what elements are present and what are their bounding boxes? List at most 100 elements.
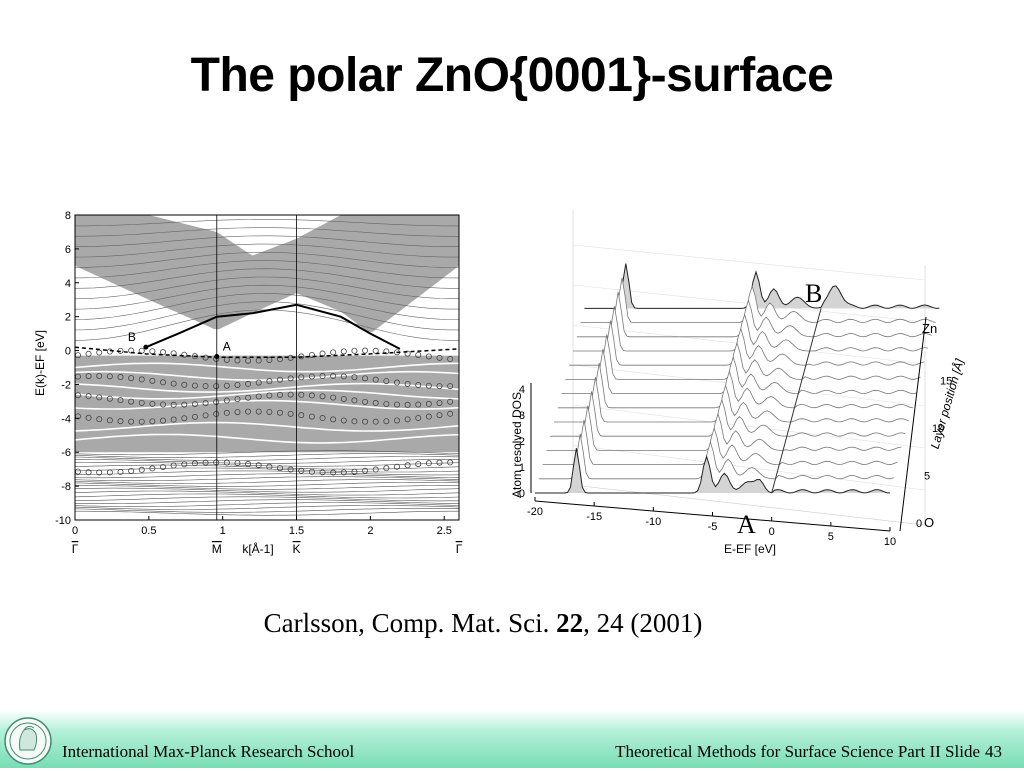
calc-circle: [106, 373, 113, 380]
calc-circle: [276, 409, 283, 416]
calc-circle: [202, 459, 209, 466]
valence-gap-line: [75, 389, 459, 400]
calc-circle: [436, 412, 443, 419]
band-structure-chart: E(k)-EF [eV] B A -10 -8 -6 -4 -2 0 2 4 6 8 0 0.5 1 1.5 2…: [33, 210, 463, 556]
calc-circle: [138, 466, 145, 473]
calc-circle: [149, 377, 156, 384]
band-line: [75, 505, 459, 510]
calc-circle: [362, 398, 369, 405]
calc-circle: [298, 374, 305, 381]
calc-circle: [117, 374, 124, 381]
calc-circle: [330, 349, 337, 356]
dos-layer-curve: [554, 377, 910, 423]
calc-circle: [298, 391, 305, 398]
dos-layer-curve: [546, 405, 902, 451]
calc-circle: [372, 347, 379, 354]
conduction-band-region: [75, 215, 459, 332]
dos-layer-curve: [580, 277, 936, 324]
calc-circle: [351, 374, 358, 381]
calc-circle: [351, 347, 358, 354]
calc-circle: [404, 350, 411, 357]
band-line: [75, 473, 459, 479]
footer-school-name: International Max-Planck Research School: [62, 742, 355, 761]
calc-circle: [149, 418, 156, 425]
calc-circle: [340, 348, 347, 355]
calc-circle: [415, 414, 422, 421]
calc-circle: [85, 350, 92, 357]
x-axis-label: E-EF [eV]: [724, 542, 776, 556]
calc-circle: [340, 373, 347, 380]
dos-layer-curve: [538, 433, 894, 480]
x-tick-label: -10: [645, 516, 661, 528]
calc-circle: [213, 411, 220, 418]
calc-circle: [393, 379, 400, 386]
calc-circle: [287, 391, 294, 398]
calc-circle: [308, 468, 315, 475]
y-tick-label: 0: [519, 488, 525, 500]
calc-circle: [245, 408, 252, 415]
band-line: [75, 453, 459, 458]
annotation-label-B: B: [128, 330, 136, 344]
calc-circle: [96, 416, 103, 423]
calc-circle: [393, 417, 400, 424]
y-tick-label: 2: [519, 436, 525, 448]
calc-circle: [170, 416, 177, 423]
calc-circle: [266, 463, 273, 470]
calc-circle: [202, 412, 209, 419]
citation-volume: 22: [556, 608, 584, 638]
calc-circle: [447, 398, 454, 405]
calc-circle: [245, 394, 252, 401]
y-tick-label: -2: [61, 379, 71, 391]
calc-circle: [106, 395, 113, 402]
calc-circle: [85, 373, 92, 380]
grid-line: [572, 444, 926, 491]
calc-circle: [255, 393, 262, 400]
calc-circle: [213, 459, 220, 466]
calc-circle: [340, 417, 347, 424]
fermi-plane-line: [771, 308, 822, 494]
calc-circle: [149, 348, 156, 355]
calc-circle: [191, 382, 198, 389]
y-tick-label: 0: [65, 346, 71, 358]
calc-circle: [436, 354, 443, 361]
calc-circle: [160, 349, 167, 356]
x-tick-label: 5: [828, 531, 834, 543]
citation: Carlsson, Comp. Mat. Sci. 22, 24 (2001): [0, 608, 966, 639]
calc-circle: [425, 382, 432, 389]
x-tick-label: 1: [220, 525, 226, 537]
dos-layer-curve: [569, 320, 925, 366]
calc-circle: [170, 462, 177, 469]
valence-gap-line: [75, 362, 459, 373]
annotation-label-A: A: [223, 339, 231, 353]
symmetry-point-label: K: [293, 542, 301, 556]
calc-circle: [276, 376, 283, 383]
calc-circle: [96, 349, 103, 356]
band-line: [75, 510, 459, 516]
dos-3d-figure: -20 -15 -10 -5 0 5 10 0 1 2 3 4 0 5 10 15 O Zn A B Atom res…: [505, 205, 967, 570]
calc-circle: [255, 379, 262, 386]
calc-circle: [255, 408, 262, 415]
band-line: [75, 502, 459, 507]
dos-layer-curve: [573, 306, 929, 352]
calc-circle: [393, 401, 400, 408]
x-tick-label: 1.5: [289, 525, 304, 537]
z-axis-line: [899, 316, 927, 532]
calc-circle: [234, 381, 241, 388]
y-tick-label: 4: [65, 278, 71, 290]
calc-circle: [351, 397, 358, 404]
calc-circle: [223, 459, 230, 466]
z-tick-label: 15: [940, 376, 952, 388]
dos-layer-curve: [561, 348, 917, 395]
x-tick-label: 0.5: [141, 525, 156, 537]
y-tick-label: 3: [519, 410, 525, 422]
calc-circle: [425, 353, 432, 360]
calc-circle: [223, 382, 230, 389]
calc-circle: [255, 462, 262, 469]
calc-circle: [362, 418, 369, 425]
calc-circle: [234, 460, 241, 467]
calc-circle: [117, 397, 124, 404]
band-line: [75, 459, 459, 464]
band-structure-figure: E(k)-EF [eV] B A -10 -8 -6 -4 -2 0 2 4 6 8 0 0.5 1 1.5 2…: [28, 205, 473, 570]
calc-circle: [447, 410, 454, 417]
band-line: [75, 260, 459, 279]
